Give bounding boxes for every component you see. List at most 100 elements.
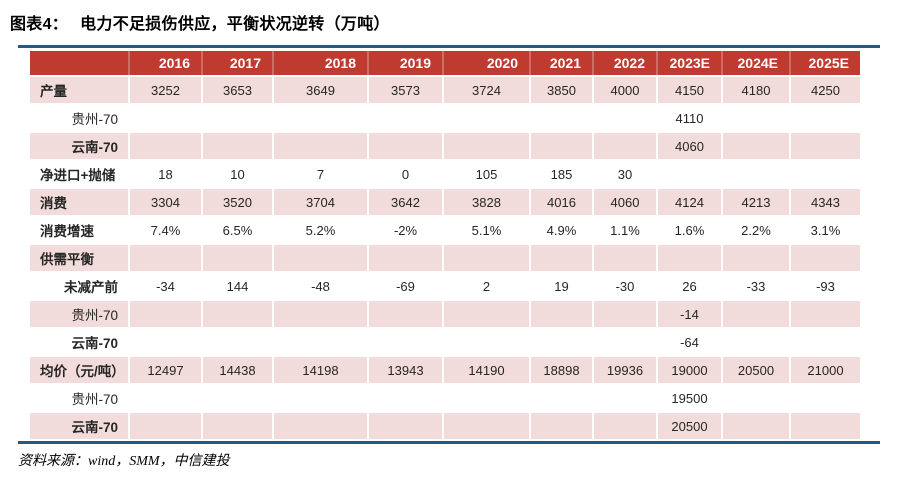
row-label: 云南-70	[30, 412, 130, 441]
table-cell: 12497	[129, 356, 203, 385]
table-cell: 19	[530, 272, 594, 301]
table-cell: 105	[443, 160, 531, 189]
table-row: 供需平衡	[30, 244, 860, 273]
row-label: 均价（元/吨）	[30, 356, 130, 385]
table-cell: 4110	[657, 104, 723, 133]
table-cell: -93	[790, 272, 860, 301]
table-cell	[273, 244, 369, 273]
table-cell	[273, 132, 369, 161]
table-cell	[129, 104, 203, 133]
table-cell: 4060	[593, 188, 658, 217]
table-cell: 19000	[657, 356, 723, 385]
table-cell	[530, 384, 594, 413]
top-rule	[18, 45, 880, 48]
table-cell	[368, 300, 444, 329]
table-cell: 20500	[657, 412, 723, 441]
column-header-2019: 2019	[368, 51, 444, 77]
table-cell: 20500	[722, 356, 791, 385]
table-row: 均价（元/吨） 12497 14438 14198 13943 14190 18898 199…	[30, 356, 860, 385]
table-cell	[273, 104, 369, 133]
table-cell: 13943	[368, 356, 444, 385]
table-row: 贵州-70 -14	[30, 300, 860, 329]
table-cell: -2%	[368, 216, 444, 245]
table-cell: 4343	[790, 188, 860, 217]
table-cell	[443, 300, 531, 329]
table-cell	[443, 244, 531, 273]
table-cell: 3642	[368, 188, 444, 217]
table-cell	[722, 244, 791, 273]
table-cell: 185	[530, 160, 594, 189]
table-cell: 1.1%	[593, 216, 658, 245]
table-cell	[593, 328, 658, 357]
source-note: 资料来源：wind，SMM，中信建投	[18, 454, 230, 469]
table-cell: 1.6%	[657, 216, 723, 245]
table-cell: 5.2%	[273, 216, 369, 245]
table-cell	[202, 104, 274, 133]
table-cell: 5.1%	[443, 216, 531, 245]
table-cell	[443, 132, 531, 161]
column-header-2021: 2021	[530, 51, 594, 77]
table-cell: 3.1%	[790, 216, 860, 245]
table-row: 云南-70 -64	[30, 328, 860, 357]
table-cell: 14198	[273, 356, 369, 385]
report-page: 图表4： 电力不足损伤供应，平衡状况逆转（万吨） 2016 2017 2018 2019…	[10, 16, 880, 470]
table-cell: -34	[129, 272, 203, 301]
table-cell	[790, 384, 860, 413]
table-cell	[273, 300, 369, 329]
table-cell: -69	[368, 272, 444, 301]
table-cell: 7.4%	[129, 216, 203, 245]
supply-balance-table: 2016 2017 2018 2019 2020 2021 2022 2023E 2024E 20…	[30, 51, 860, 441]
table-cell	[593, 132, 658, 161]
figure-label: 图表4：	[10, 16, 69, 33]
table-cell	[790, 132, 860, 161]
table-cell: 3724	[443, 76, 531, 105]
table-cell: 7	[273, 160, 369, 189]
column-header-2018: 2018	[273, 51, 369, 77]
table-cell: 6.5%	[202, 216, 274, 245]
table-row: 净进口+抛储 18 10 7 0 105 185 30	[30, 160, 860, 189]
row-label: 产量	[30, 76, 130, 105]
table-header-row: 2016 2017 2018 2019 2020 2021 2022 2023E 2024E 20…	[30, 51, 860, 77]
table-cell: -33	[722, 272, 791, 301]
table-cell: 4.9%	[530, 216, 594, 245]
row-label: 云南-70	[30, 132, 130, 161]
table-cell	[593, 300, 658, 329]
table-cell: 19500	[657, 384, 723, 413]
table-cell	[443, 412, 531, 441]
table-cell: 4016	[530, 188, 594, 217]
table-row: 云南-70 20500	[30, 412, 860, 441]
table-cell	[790, 160, 860, 189]
bottom-rule	[18, 441, 880, 444]
table-row: 未减产前 -34 144 -48 -69 2 19 -30 26 -33 -93	[30, 272, 860, 301]
table-cell	[657, 160, 723, 189]
column-header-2017: 2017	[202, 51, 274, 77]
table-cell: 3520	[202, 188, 274, 217]
table-cell: -14	[657, 300, 723, 329]
table-cell	[443, 328, 531, 357]
table-cell	[129, 412, 203, 441]
table-cell: 4150	[657, 76, 723, 105]
table-cell	[790, 412, 860, 441]
column-header-2022: 2022	[593, 51, 658, 77]
row-label: 贵州-70	[30, 384, 130, 413]
table-cell: 4124	[657, 188, 723, 217]
table-cell	[443, 104, 531, 133]
table-cell	[722, 160, 791, 189]
table-cell: -64	[657, 328, 723, 357]
table-cell	[129, 132, 203, 161]
figure-body: 2016 2017 2018 2019 2020 2021 2022 2023E 2024E 20…	[18, 45, 880, 470]
table-cell: 10	[202, 160, 274, 189]
table-cell: 0	[368, 160, 444, 189]
table-cell: 4060	[657, 132, 723, 161]
table-row: 云南-70 4060	[30, 132, 860, 161]
table-cell	[202, 328, 274, 357]
table-cell	[202, 132, 274, 161]
table-cell	[202, 300, 274, 329]
table-cell: 4180	[722, 76, 791, 105]
table-cell	[657, 244, 723, 273]
table-cell	[368, 384, 444, 413]
table-row: 消费 3304 3520 3704 3642 3828 4016 4060 4124 4213 43…	[30, 188, 860, 217]
table-cell	[722, 384, 791, 413]
table-cell: 14438	[202, 356, 274, 385]
table-row: 消费增速 7.4% 6.5% 5.2% -2% 5.1% 4.9% 1.1% 1.6% 2.2% 3…	[30, 216, 860, 245]
